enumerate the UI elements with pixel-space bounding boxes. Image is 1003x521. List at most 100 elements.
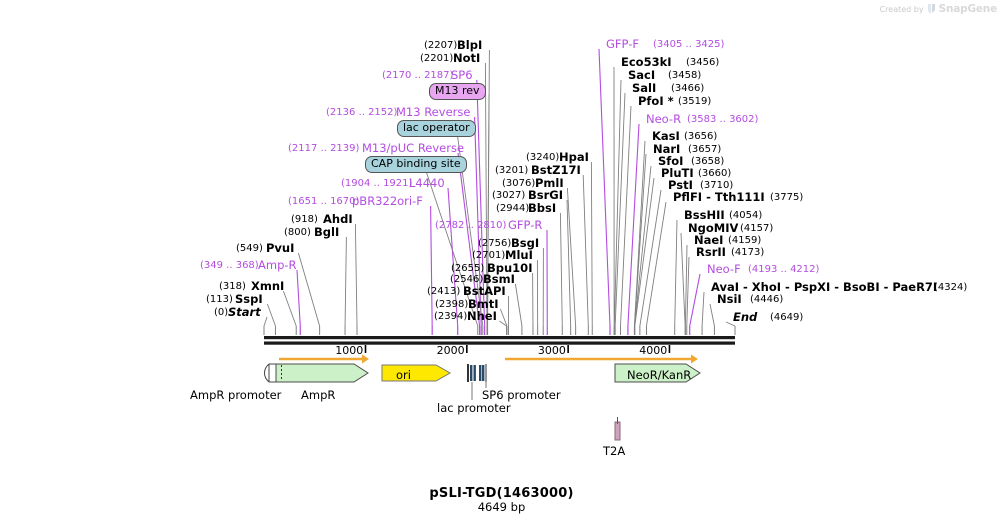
label-leader-line [620, 105, 632, 327]
site-position: (2117 .. 2139) [288, 143, 360, 154]
restriction-site-label[interactable]: SfoI [658, 154, 684, 168]
feature-label[interactable]: ori [396, 368, 411, 382]
restriction-site-label[interactable]: Start [228, 305, 261, 319]
site-position: (4649) [770, 312, 804, 323]
site-position: (3657) [688, 144, 722, 155]
restriction-site-label[interactable]: SalI [632, 81, 657, 95]
restriction-site-label[interactable]: Neo-R [646, 112, 682, 126]
restriction-site-label[interactable]: Bpu10I [487, 261, 533, 275]
restriction-site-label[interactable]: PluTI [661, 166, 694, 180]
snapgene-logo-icon [927, 4, 935, 14]
restriction-site-label[interactable]: PstI [668, 178, 693, 192]
restriction-site-label[interactable]: SP6 [451, 68, 473, 82]
restriction-site-label[interactable]: PvuI [266, 241, 295, 255]
feature-chip[interactable]: M13 rev [429, 83, 486, 101]
label-leader-line [486, 94, 490, 327]
restriction-site-label[interactable]: BmtI [468, 297, 499, 311]
site-position: (2201) [420, 53, 454, 64]
restriction-site-label[interactable]: GFP-F [606, 37, 639, 51]
restriction-site-label[interactable]: BsmI [483, 272, 515, 286]
feature-chip[interactable]: lac operator [397, 120, 476, 138]
site-position: (4054) [729, 210, 763, 221]
site-position: (2207) [424, 40, 458, 51]
label-leader-line [701, 291, 705, 327]
label-leader-line [634, 153, 647, 327]
restriction-site-label[interactable]: BstZ17I [531, 163, 581, 177]
feature-label[interactable]: NeoR/KanR [627, 368, 692, 382]
site-position: (2701) [472, 250, 506, 261]
site-position: (1904 .. 1921) [341, 178, 413, 189]
site-position: (2655) [451, 263, 485, 274]
restriction-site-label[interactable]: NsiI [717, 292, 742, 306]
restriction-site-label[interactable]: Amp-R [258, 258, 297, 272]
site-position: (3519) [678, 96, 712, 107]
site-position: (2944) [496, 203, 530, 214]
restriction-site-label[interactable]: AvaI - XhoI - PspXI - BsoBI - PaeR7I [711, 280, 938, 294]
restriction-site-label[interactable]: pBR322ori-F [352, 194, 423, 208]
label-leader-line [354, 223, 358, 327]
site-position: (3405 .. 3425) [653, 39, 725, 50]
feature-label[interactable]: lac promoter [437, 401, 511, 415]
label-leader-line [447, 187, 459, 327]
ruler-tick-label: 1000 [335, 344, 364, 357]
site-position: (3027) [492, 190, 526, 201]
site-position: (3456) [686, 57, 720, 68]
label-leader-line [499, 320, 507, 327]
restriction-site-label[interactable]: MluI [505, 248, 533, 262]
site-position: (2782 .. 2810) [435, 220, 507, 231]
site-position: (4446) [750, 294, 784, 305]
ruler-tick [567, 345, 569, 353]
restriction-site-label[interactable]: RsrII [696, 245, 726, 259]
plasmid-title: pSLI-TGD(1463000) [429, 486, 574, 501]
restriction-site-label[interactable]: NotI [453, 51, 481, 65]
site-position: (4159) [728, 235, 762, 246]
restriction-site-label[interactable]: Eco53kI [621, 55, 672, 69]
site-position: (0) [214, 307, 229, 318]
neor-kanr-cds-arrow [614, 363, 701, 383]
site-position: (3775) [770, 192, 804, 203]
restriction-site-label[interactable]: PmlI [535, 176, 564, 190]
label-leader-line [634, 177, 655, 327]
site-position: (2546) [450, 274, 484, 285]
feature-label[interactable]: T2A [603, 444, 626, 458]
label-leader-line [680, 232, 686, 327]
restriction-site-label[interactable]: PflFI - Tth111I [673, 190, 765, 204]
ampr-cds-arrow [275, 363, 369, 383]
label-leader-line [263, 316, 268, 327]
restriction-site-label[interactable]: NheI [467, 309, 497, 323]
restriction-site-label[interactable]: M13 Reverse [396, 105, 471, 119]
restriction-site-label[interactable]: Neo-F [707, 262, 741, 276]
label-leader-line [499, 308, 508, 327]
feature-chip[interactable]: CAP binding site [365, 156, 467, 174]
restriction-site-label[interactable]: HpaI [559, 150, 589, 164]
feature-label[interactable]: AmpR promoter [190, 388, 282, 402]
label-leader-line [484, 62, 488, 327]
restriction-site-label[interactable]: L4440 [409, 176, 445, 190]
restriction-site-label[interactable]: NaeI [694, 233, 724, 247]
label-leader-line [566, 187, 577, 327]
restriction-site-label[interactable]: SacI [628, 68, 656, 82]
restriction-site-label[interactable]: M13/pUC Reverse [362, 141, 465, 155]
ori-arrow [381, 364, 452, 382]
restriction-site-label[interactable]: NgoMIV [688, 221, 739, 235]
feature-label[interactable]: SP6 promoter [482, 388, 561, 402]
label-leader-line [674, 219, 678, 327]
feature-label[interactable]: AmpR [301, 388, 336, 402]
restriction-site-label[interactable]: End [733, 310, 758, 324]
restriction-site-label[interactable]: XmnI [251, 279, 285, 293]
label-leader-line [424, 167, 479, 327]
restriction-site-label[interactable]: BsgI [511, 236, 540, 250]
restriction-site-label[interactable]: SspI [235, 292, 263, 306]
restriction-site-label[interactable]: BsrGI [528, 188, 563, 202]
restriction-site-label[interactable]: BlpI [457, 38, 483, 52]
restriction-site-label[interactable]: KasI [652, 129, 680, 143]
restriction-site-label[interactable]: GFP-R [508, 218, 543, 232]
restriction-site-label[interactable]: BglI [314, 225, 340, 239]
restriction-site-label[interactable]: BbsI [528, 201, 557, 215]
restriction-site-label[interactable]: PfoI * [638, 94, 674, 108]
label-leader-line [646, 201, 667, 327]
restriction-site-label[interactable]: BssHII [684, 208, 725, 222]
restriction-site-label[interactable]: AhdI [323, 212, 353, 226]
restriction-site-label[interactable]: BstAPI [463, 284, 506, 298]
restriction-site-label[interactable]: NarI [653, 142, 681, 156]
